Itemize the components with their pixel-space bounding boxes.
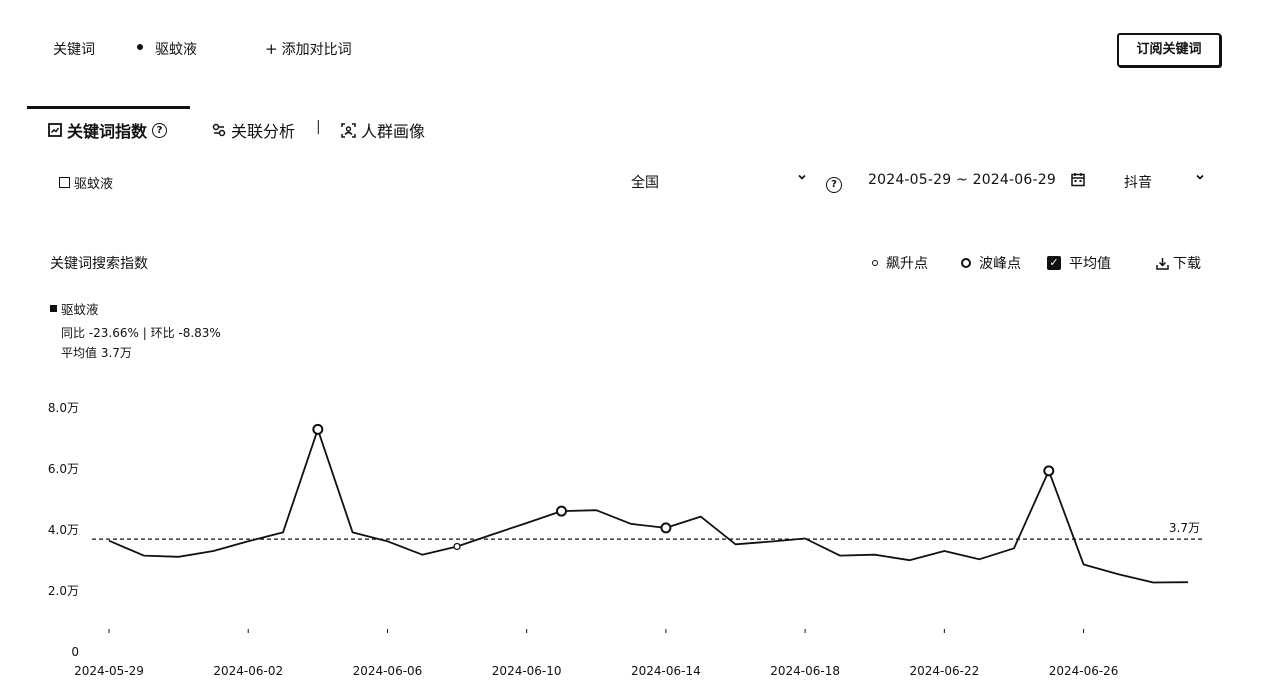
tab-keyword-index-label: 关键词指数: [67, 122, 148, 141]
help-icon[interactable]: ?: [152, 122, 168, 138]
y-tick-label: 8.0万: [48, 401, 79, 415]
surge-point: [453, 542, 461, 551]
x-tick-label: 2024-06-26: [1049, 664, 1119, 678]
tab-related-analysis-label: 关联分析: [231, 122, 296, 141]
keyword-label: 关键词: [53, 42, 95, 58]
x-tick-label: 2024-06-02: [213, 664, 283, 678]
surge-marker-icon: [872, 260, 878, 266]
y-tick-label: 0: [71, 645, 79, 659]
series-legend: 驱蚊液: [50, 299, 99, 318]
active-tab-indicator: [27, 106, 190, 109]
series-color-square: [50, 305, 57, 312]
link-icon: [212, 123, 226, 137]
help-icon[interactable]: ?: [826, 172, 842, 193]
series-line: [108, 428, 1189, 584]
series-average: 平均值 3.7万: [61, 346, 132, 360]
subscribe-keyword-button[interactable]: 订阅关键词: [1117, 33, 1221, 67]
download-button[interactable]: 下载: [1156, 253, 1201, 273]
platform-select[interactable]: 抖音: [1124, 175, 1152, 191]
peak-marker-icon: [961, 258, 971, 268]
legend-surge-label: 飙升点: [886, 256, 928, 272]
plus-icon: +: [265, 40, 278, 58]
y-tick-label: 6.0万: [48, 462, 79, 476]
peak-point: [660, 522, 672, 534]
series-name: 驱蚊液: [61, 302, 99, 317]
download-icon: [1156, 257, 1169, 270]
keyword-dot-icon: [137, 44, 143, 50]
legend-peak-label: 波峰点: [979, 256, 1021, 272]
legend-average-label: 平均值: [1069, 256, 1111, 272]
x-tick-label: 2024-06-06: [353, 664, 423, 678]
person-scan-icon: [341, 122, 356, 138]
tab-keyword-index[interactable]: 关键词指数 ?: [48, 118, 168, 142]
tab-audience-profile-label: 人群画像: [361, 122, 426, 141]
average-label: 3.7万: [1169, 521, 1200, 535]
tab-related-analysis[interactable]: 关联分析: [212, 118, 295, 142]
tab-audience-profile[interactable]: 人群画像: [341, 118, 425, 142]
legend-surge-toggle[interactable]: 飙升点: [872, 253, 928, 273]
peak-point: [555, 505, 567, 517]
filter-keyword-label: 驱蚊液: [74, 177, 114, 192]
download-label: 下载: [1173, 256, 1201, 272]
chart-icon: [48, 123, 62, 137]
calendar-icon[interactable]: [1071, 172, 1085, 191]
keyword-color-square: [59, 177, 70, 188]
chart-title: 关键词搜索指数: [50, 256, 148, 272]
chevron-down-icon[interactable]: [1195, 171, 1205, 185]
add-compare-button[interactable]: + 添加对比词: [265, 39, 352, 59]
filter-keyword: 驱蚊液: [59, 173, 113, 192]
y-tick-label: 2.0万: [48, 584, 79, 598]
chevron-down-icon[interactable]: [797, 171, 807, 185]
series-stats: 同比 -23.66% | 环比 -8.83%: [61, 326, 221, 340]
checkbox-checked-icon[interactable]: ✓: [1047, 256, 1061, 270]
y-tick-label: 4.0万: [48, 523, 79, 537]
peak-point: [1043, 465, 1055, 477]
peak-point: [312, 423, 324, 435]
date-range-picker[interactable]: 2024-05-29 ~ 2024-06-29: [868, 172, 1056, 188]
region-select[interactable]: 全国: [631, 175, 659, 191]
x-tick-label: 2024-06-10: [492, 664, 562, 678]
x-tick-label: 2024-06-22: [909, 664, 979, 678]
current-keyword[interactable]: 驱蚊液: [155, 42, 197, 58]
add-compare-label: 添加对比词: [281, 42, 352, 58]
legend-peak-toggle[interactable]: 波峰点: [961, 253, 1021, 273]
x-tick-label: 2024-05-29: [74, 664, 144, 678]
tab-separator: |: [316, 119, 321, 135]
x-tick-label: 2024-06-14: [631, 664, 701, 678]
x-tick-label: 2024-06-18: [770, 664, 840, 678]
legend-average-toggle[interactable]: ✓ 平均值: [1047, 253, 1111, 273]
